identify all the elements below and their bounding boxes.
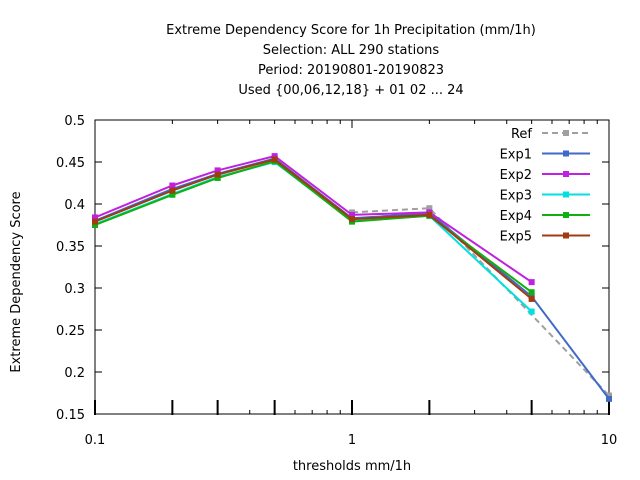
y-tick-label: 0.25 <box>56 324 85 339</box>
legend: Ref Exp1 Exp2 Exp3 Exp4 Exp5 <box>500 127 590 245</box>
data-point-exp5 <box>349 216 355 223</box>
data-point-exp5 <box>426 211 433 218</box>
y-tick-label: 0.5 <box>64 114 85 129</box>
data-point-exp2 <box>349 211 355 218</box>
y-axis: 0.15 0.2 0.25 0.3 0.35 0.4 0.45 0.5 <box>56 114 609 423</box>
title-line-2: Selection: ALL 290 stations <box>263 43 440 58</box>
x-axis-label: thresholds mm/1h <box>293 459 411 474</box>
y-tick-label: 0.2 <box>64 366 85 381</box>
data-point-ref <box>606 392 612 399</box>
series-group <box>92 153 612 402</box>
legend-swatch-marker <box>563 130 569 136</box>
plot-frame <box>94 119 610 415</box>
x-axis: 0.1 1 10 <box>85 120 618 448</box>
data-point-exp2 <box>169 182 176 189</box>
legend-label-exp1: Exp1 <box>500 148 532 163</box>
data-point-exp2 <box>92 214 98 221</box>
legend-label-exp5: Exp5 <box>500 230 532 245</box>
legend-label-ref: Ref <box>511 127 532 142</box>
chart-title: Extreme Dependency Score for 1h Precipit… <box>166 23 536 98</box>
x-tick-label: 10 <box>601 433 618 448</box>
legend-swatch-marker <box>563 150 569 157</box>
data-point-exp4 <box>528 289 535 296</box>
data-point-exp2 <box>271 153 278 160</box>
legend-label-exp3: Exp3 <box>500 189 532 204</box>
data-point-exp5 <box>271 156 278 163</box>
legend-swatch-marker <box>563 212 569 218</box>
legend-swatch-marker <box>563 232 569 239</box>
data-point-exp3 <box>528 308 535 315</box>
series-line-ref <box>351 207 610 397</box>
data-point-exp5 <box>92 218 98 225</box>
threshold-marks <box>94 400 610 415</box>
data-point-exp4 <box>214 174 221 181</box>
title-line-1: Extreme Dependency Score for 1h Precipit… <box>166 23 536 38</box>
series-line-exp5 <box>94 158 533 300</box>
x-tick-label: 1 <box>348 433 356 448</box>
title-line-3: Period: 20190801-20190823 <box>258 63 444 78</box>
legend-label-exp4: Exp4 <box>500 209 532 224</box>
data-point-exp5 <box>528 295 535 302</box>
title-line-4: Used {00,06,12,18} + 01 02 ... 24 <box>238 83 463 98</box>
data-point-exp5 <box>214 171 221 178</box>
series-line-exp4 <box>94 160 533 294</box>
data-point-exp2 <box>528 279 535 286</box>
y-tick-label: 0.45 <box>56 156 85 171</box>
data-point-exp4 <box>169 191 176 198</box>
data-point-ref <box>426 205 433 212</box>
x-tick-label: 0.1 <box>85 433 106 448</box>
legend-swatch-marker <box>563 191 569 198</box>
y-axis-label: Extreme Dependency Score <box>9 191 24 372</box>
y-tick-label: 0.4 <box>64 198 85 213</box>
data-point-exp1 <box>606 395 612 402</box>
data-point-exp4 <box>92 222 98 228</box>
legend-label-exp2: Exp2 <box>500 168 532 183</box>
y-tick-label: 0.3 <box>64 282 85 297</box>
legend-swatch-marker <box>563 171 569 177</box>
data-point-exp2 <box>214 167 221 174</box>
series-line-exp2 <box>94 155 533 283</box>
y-tick-label: 0.15 <box>56 408 85 423</box>
y-tick-label: 0.35 <box>56 240 85 255</box>
data-point-exp5 <box>169 187 176 194</box>
